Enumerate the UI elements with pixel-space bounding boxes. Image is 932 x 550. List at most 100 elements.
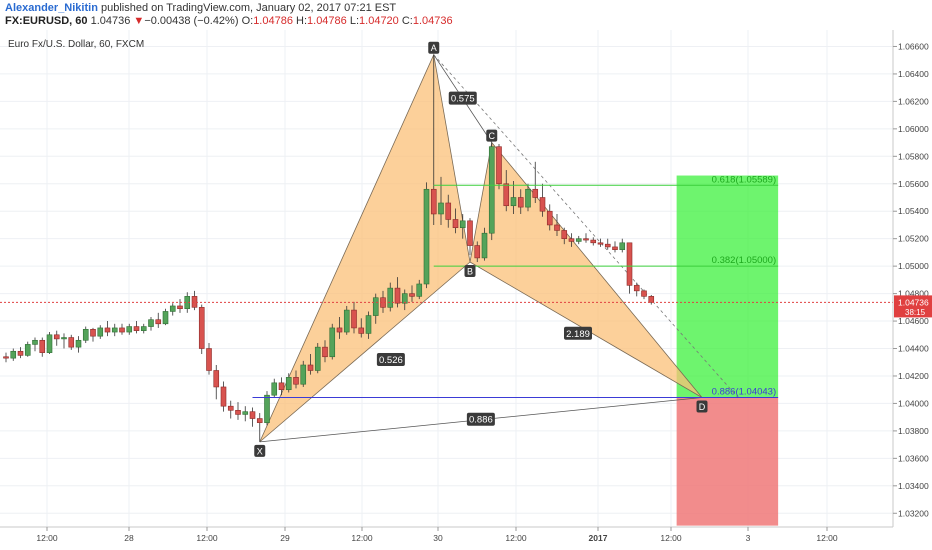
candle-body xyxy=(561,230,568,239)
symbol[interactable]: FX:EURUSD, 60 xyxy=(5,15,88,27)
candlestick-series xyxy=(3,54,655,442)
last-price: 1.04736 xyxy=(90,15,131,27)
point-label-a: A xyxy=(431,43,437,53)
ratio-label-box xyxy=(448,91,477,105)
price-tick-label: 1.04400 xyxy=(898,344,929,354)
candle-body xyxy=(546,210,553,226)
candle-body xyxy=(503,183,510,207)
candle-body xyxy=(488,146,495,234)
candle-body xyxy=(351,309,357,329)
point-label-box xyxy=(464,265,476,278)
candle-body xyxy=(409,293,415,297)
candle-body xyxy=(177,305,183,310)
candle-body xyxy=(401,293,408,304)
price-tick-label: 1.04600 xyxy=(898,316,929,326)
candle-body xyxy=(612,246,618,250)
price-tick-label: 1.05800 xyxy=(898,151,929,161)
candle-body xyxy=(336,327,343,333)
price-axis[interactable]: 1.03200 1.03400 1.03600 1.03800 1.04000 1.042… xyxy=(893,41,929,518)
time-tick-label: 30 xyxy=(433,533,443,543)
candle-body xyxy=(220,386,227,407)
candle-body xyxy=(46,334,53,353)
open-value: 1.04786 xyxy=(253,15,293,27)
candle-body xyxy=(227,405,234,411)
candle-body xyxy=(97,327,104,337)
candle-body xyxy=(590,239,597,244)
price-tick-label: 1.03600 xyxy=(898,453,929,463)
down-arrow-icon: ▼ xyxy=(133,15,145,27)
time-axis[interactable]: 12:00 28 12:00 29 12:00 30 12:00 2017 12:00 3 12:0… xyxy=(36,527,838,543)
current-price-label: 1.04736 xyxy=(898,297,929,307)
candle-body xyxy=(445,202,452,220)
ratio-label: 0.575 xyxy=(451,94,475,105)
candle-body xyxy=(314,346,321,371)
point-label-b: B xyxy=(467,267,473,277)
profit-zone[interactable] xyxy=(676,175,779,398)
close-label: C: xyxy=(401,15,413,27)
candle-body xyxy=(39,339,46,353)
time-tick-label: 3 xyxy=(746,533,751,543)
symbol-line: FX:EURUSD, 60 1.04736 ▼−0.00438 (−0.42%)… xyxy=(5,15,453,28)
candle-body xyxy=(140,326,147,331)
close-value: 1.04736 xyxy=(412,15,453,27)
candle-body xyxy=(394,287,401,304)
candle-body xyxy=(496,146,502,185)
time-tick-label: 12:00 xyxy=(196,533,218,543)
candle-body xyxy=(17,350,24,356)
ratio-label: 0.886 xyxy=(469,415,493,426)
candle-body xyxy=(191,296,198,308)
candle-body xyxy=(416,283,423,297)
pattern-labels: X A B C D 0.575 0.526 2.189 0.886 xyxy=(254,41,708,457)
ratio-label: 0.526 xyxy=(379,355,403,366)
candle-body xyxy=(575,238,582,242)
candle-body xyxy=(641,290,647,297)
candle-body xyxy=(68,337,75,348)
candle-body xyxy=(619,242,626,250)
price-tick-label: 1.05000 xyxy=(898,261,929,271)
candle-body xyxy=(148,319,154,327)
point-label-box xyxy=(486,129,498,142)
candle-body xyxy=(169,305,176,312)
candle-body xyxy=(568,238,575,242)
candle-body xyxy=(307,364,314,371)
candle-body xyxy=(198,307,205,349)
high-value: 1.04786 xyxy=(307,15,347,27)
candle-body xyxy=(61,337,67,340)
candle-body xyxy=(365,315,372,334)
time-tick-label: 12:00 xyxy=(816,533,838,543)
author-link[interactable]: Alexander_Nikitin xyxy=(5,2,98,14)
candle-body xyxy=(53,334,60,340)
ratio-label-box xyxy=(564,326,592,340)
candle-body xyxy=(459,220,466,229)
candle-body xyxy=(249,411,256,419)
candle-body xyxy=(467,220,473,246)
candle-body xyxy=(322,346,328,358)
price-tick-label: 1.06000 xyxy=(898,124,929,134)
candle-body xyxy=(343,309,350,333)
candle-body xyxy=(82,328,89,341)
publish-header: Alexander_Nikitin published on TradingVi… xyxy=(0,0,932,30)
level-label: 0.618(1.05589) xyxy=(712,174,776,185)
candle-body xyxy=(525,188,531,208)
price-tick-label: 1.04200 xyxy=(898,371,929,381)
long-position-tool[interactable] xyxy=(676,175,779,526)
candle-body xyxy=(438,202,444,215)
level-label: 0.886(1.04043) xyxy=(712,387,776,398)
open-label: O: xyxy=(241,15,254,27)
candle-body xyxy=(358,327,365,334)
stop-loss-zone[interactable] xyxy=(676,397,779,526)
time-tick-label: 29 xyxy=(280,533,290,543)
ratio-label: 2.189 xyxy=(566,329,590,340)
ratio-label-box xyxy=(466,412,495,426)
candle-body xyxy=(75,339,82,348)
candle-body xyxy=(90,328,96,337)
pattern-triangle-xab[interactable] xyxy=(259,53,471,443)
chart-title: Euro Fx/U.S. Dollar, 60, FXCM xyxy=(8,39,144,50)
time-tick-label: 12:00 xyxy=(660,533,682,543)
low-label: L: xyxy=(349,15,360,27)
candle-body xyxy=(604,243,611,248)
candle-body xyxy=(104,327,111,333)
candle-body xyxy=(300,364,307,385)
